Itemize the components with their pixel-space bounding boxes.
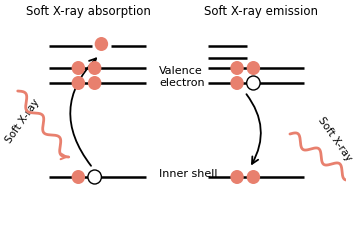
Text: Soft X-ray: Soft X-ray	[316, 115, 354, 163]
Circle shape	[247, 61, 260, 75]
Circle shape	[230, 76, 244, 90]
Circle shape	[247, 170, 260, 184]
Circle shape	[88, 76, 101, 90]
Circle shape	[247, 76, 260, 90]
Circle shape	[72, 170, 85, 184]
Text: Inner shell: Inner shell	[159, 169, 218, 179]
Circle shape	[95, 37, 108, 51]
Circle shape	[230, 170, 244, 184]
Circle shape	[88, 170, 101, 184]
Text: Soft X-ray emission: Soft X-ray emission	[204, 5, 318, 18]
Circle shape	[88, 61, 101, 75]
Circle shape	[230, 61, 244, 75]
Text: Soft X-ray: Soft X-ray	[4, 97, 41, 145]
Text: Soft X-ray absorption: Soft X-ray absorption	[26, 5, 150, 18]
Circle shape	[72, 61, 85, 75]
Text: Valence
electron: Valence electron	[159, 66, 205, 88]
Circle shape	[72, 76, 85, 90]
